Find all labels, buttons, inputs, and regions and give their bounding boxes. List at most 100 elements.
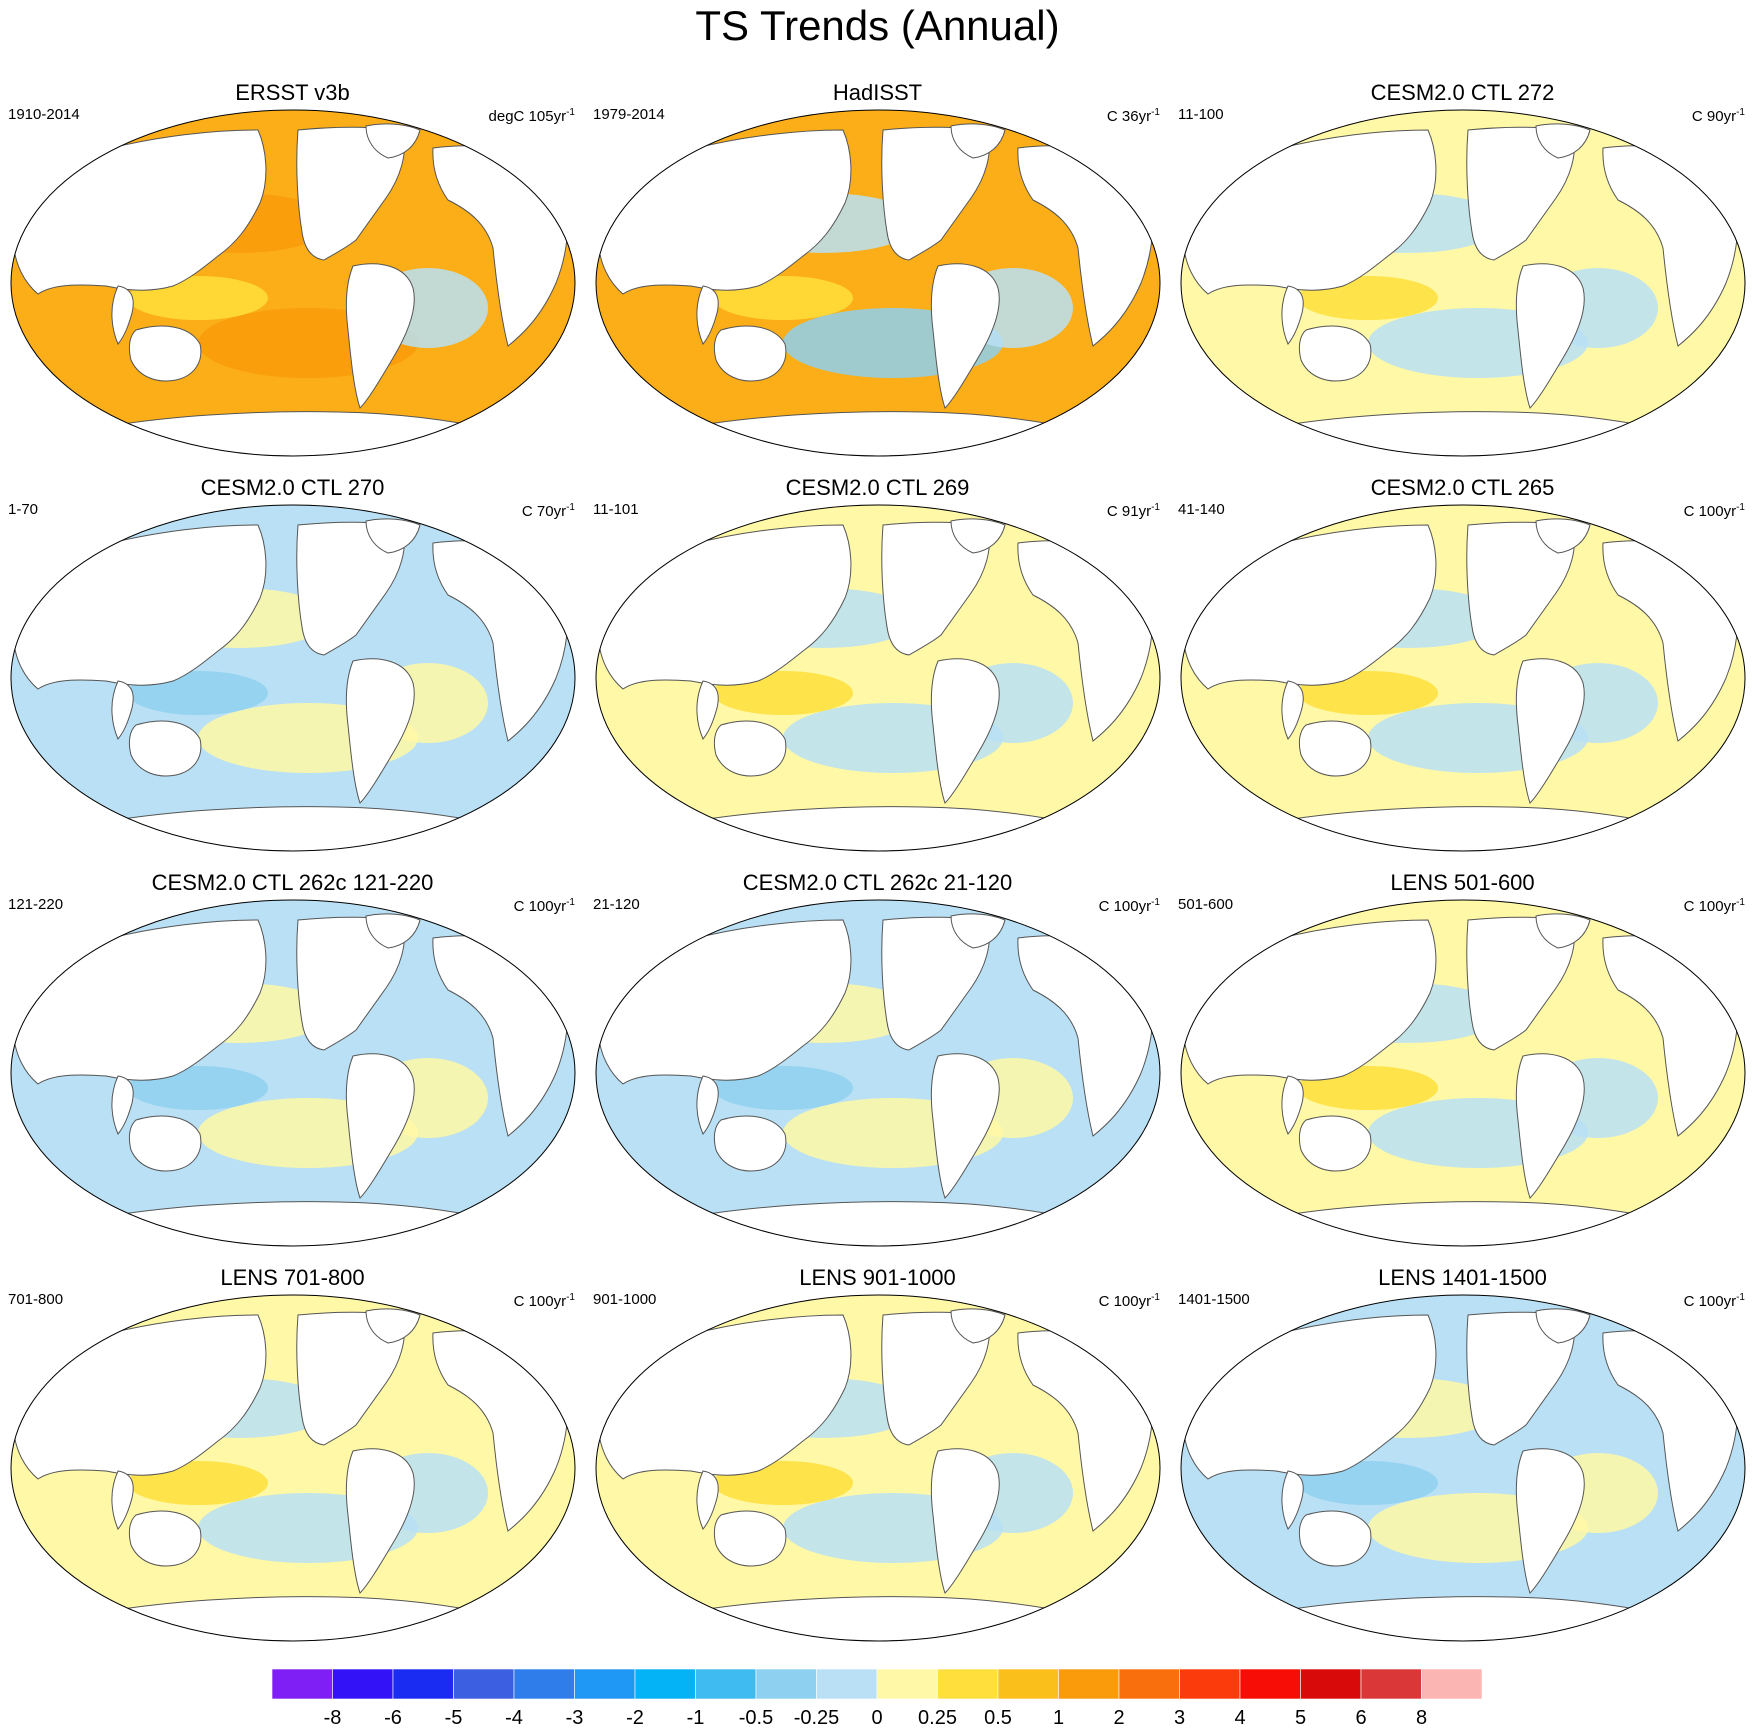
world-map [1180,899,1746,1247]
panel-units: C 70yr-1 [522,497,575,523]
land-greenland [365,1308,421,1344]
panel-units-text: C 100yr [1683,1293,1737,1310]
colorbar [272,1669,1482,1699]
panel-units-text: C 36yr [1106,108,1152,125]
land-greenland [950,1308,1006,1344]
map-border [595,109,1161,457]
world-map [10,1294,576,1642]
panel-period: 11-101 [593,501,639,518]
panel-units-exponent: -1 [1736,502,1745,513]
world-map [595,109,1161,457]
colorbar-tick-label: -0.25 [793,1707,840,1729]
land-greenland [1535,123,1591,159]
panel-title: CESM2.0 CTL 262c 21-120 [742,870,1013,895]
panel-units-exponent: -1 [1736,1292,1745,1303]
land-australia [128,325,202,382]
map-panel: HadISST 1979-2014 C 36yr-1 [585,0,1170,457]
colorbar-tick-label: 0 [871,1707,883,1729]
land-india [696,285,719,345]
map-panel: CESM2.0 CTL 269 11-101 C 91yr-1 [585,395,1170,852]
panel-units-exponent: -1 [1151,502,1160,513]
colorbar-bin [392,1669,454,1699]
land-australia [713,325,787,382]
land-india [1281,1075,1304,1135]
panel-units: C 90yr-1 [1692,102,1745,128]
land-australia [713,720,787,777]
panel-units-text: C 100yr [1683,898,1737,915]
colorbar-tick-label: -3 [565,1707,584,1729]
land-india [696,680,719,740]
colorbar-tick-label: 5 [1294,1707,1307,1729]
world-map [595,504,1161,852]
land-australia [1298,720,1372,777]
panel-units-exponent: -1 [1736,897,1745,908]
land-south-america [1515,1053,1585,1199]
colorbar-bin [695,1669,757,1699]
land-south-america [345,1448,415,1594]
land-greenland [365,123,421,159]
land-australia [128,720,202,777]
land-india [1281,680,1304,740]
colorbar-bin [937,1669,999,1699]
panel-period: 1-70 [8,501,39,518]
colorbar-tick-label: -4 [505,1707,523,1729]
panel-units-text: C 100yr [1098,1293,1152,1310]
panel-units: C 100yr-1 [514,892,575,918]
panel-units-text: C 70yr [521,503,567,520]
colorbar-tick-label: 4 [1234,1707,1246,1729]
land-australia [128,1510,202,1567]
panel-period: 121-220 [8,896,64,913]
map-border [1180,1294,1746,1642]
panel-units-exponent: -1 [1736,107,1745,118]
land-greenland [365,913,421,949]
land-south-america [930,263,1000,409]
map-border [595,1294,1161,1642]
panel-units-text: C 100yr [1683,503,1737,520]
colorbar-tick-label: -0.5 [738,1707,774,1729]
world-map [10,109,576,457]
land-india [111,285,134,345]
land-south-america [1515,263,1585,409]
panel-units: C 100yr-1 [1684,497,1745,523]
colorbar-bin [332,1669,394,1699]
land-south-america [1515,658,1585,804]
land-india [696,1470,719,1530]
panel-units-exponent: -1 [566,502,575,513]
map-border [1180,109,1746,457]
panel-title: CESM2.0 CTL 270 [200,475,385,500]
panel-units: C 100yr-1 [1099,892,1160,918]
colorbar-bin [634,1669,696,1699]
world-map [1180,109,1746,457]
panel-title: CESM2.0 CTL 265 [1370,475,1555,500]
land-south-america [1515,1448,1585,1594]
colorbar-tick-label: -1 [686,1707,705,1729]
panel-units-exponent: -1 [1151,1292,1160,1303]
panel-units-text: C 91yr [1106,503,1152,520]
panel-title: LENS 701-800 [220,1265,365,1290]
map-panel: LENS 501-600 501-600 C 100yr-1 [1170,790,1755,1247]
colorbar-bin [272,1669,333,1699]
panel-period: 901-1000 [593,1291,657,1308]
colorbar-bin [1058,1669,1120,1699]
colorbar-tick-label: -6 [384,1707,402,1729]
panel-period: 501-600 [1178,896,1234,913]
world-map [10,899,576,1247]
land-south-america [930,1448,1000,1594]
colorbar-bin [1239,1669,1301,1699]
panel-units: C 100yr-1 [1099,1287,1160,1313]
panel-period: 701-800 [8,1291,64,1308]
colorbar-tick-label: -2 [626,1707,644,1729]
panel-title: LENS 901-1000 [799,1265,956,1290]
panel-units: C 100yr-1 [514,1287,575,1313]
colorbar-tick-label: -5 [444,1707,463,1729]
panel-units-text: degC 105yr [488,108,567,125]
panel-period: 11-100 [1178,106,1224,123]
map-border [1180,504,1746,852]
panel-units: degC 105yr-1 [489,102,575,128]
map-border [595,899,1161,1247]
panel-period: 1979-2014 [593,106,665,123]
map-border [10,109,576,457]
panel-units-text: C 100yr [513,1293,567,1310]
land-australia [713,1115,787,1172]
panel-units: C 100yr-1 [1684,892,1745,918]
